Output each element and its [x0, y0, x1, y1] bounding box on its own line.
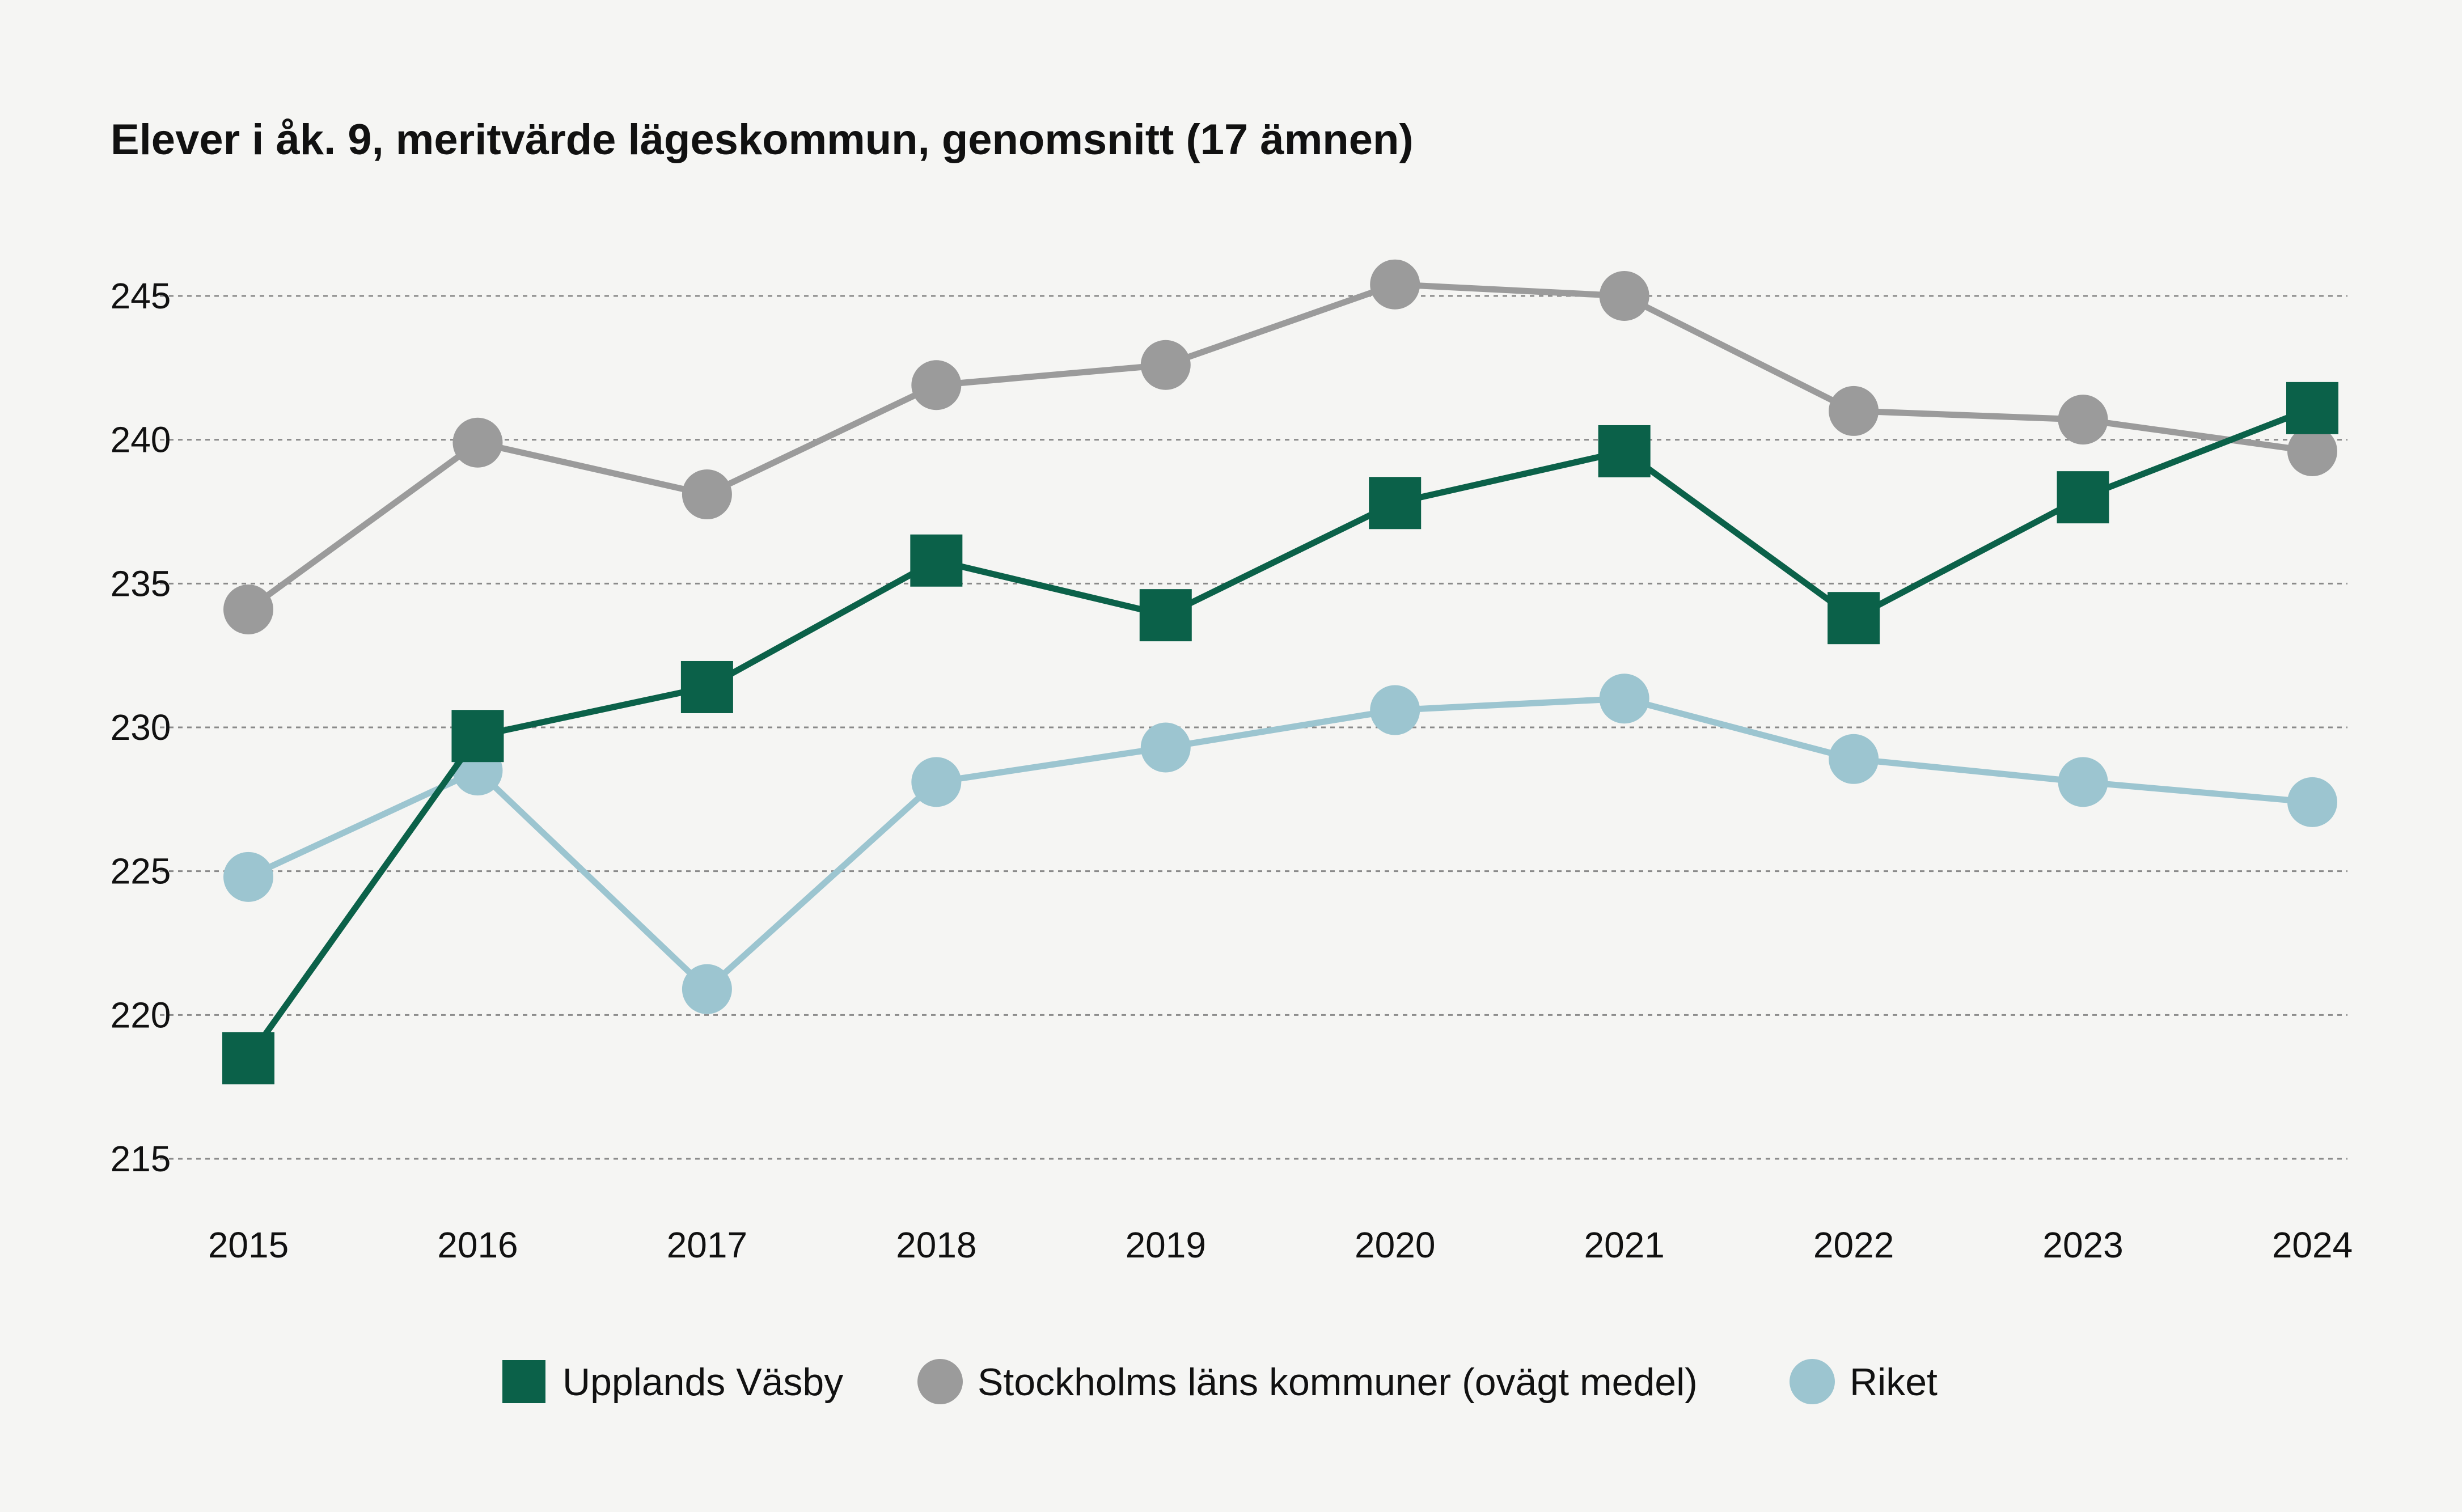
- legend-swatch: [1790, 1359, 1835, 1404]
- legend: Upplands Väsby Stockholms läns kommuner (…: [502, 1359, 1938, 1404]
- series-2: [223, 674, 2337, 1014]
- data-point: [1370, 259, 1420, 310]
- data-point: [2286, 382, 2338, 434]
- x-tick-label: 2018: [896, 1225, 976, 1265]
- y-tick-label: 240: [111, 420, 171, 460]
- legend-item: Riket: [1790, 1359, 1938, 1404]
- legend-label: Stockholms läns kommuner (ovägt medel): [978, 1361, 1698, 1404]
- data-point: [1140, 340, 1191, 390]
- x-tick-label: 2024: [2272, 1225, 2353, 1265]
- data-point: [1599, 271, 1649, 321]
- data-point: [1369, 477, 1422, 530]
- legend-item: Upplands Väsby: [502, 1360, 843, 1404]
- x-tick-label: 2020: [1355, 1225, 1435, 1265]
- chart-title: Elever i åk. 9, meritvärde lägeskommun, …: [111, 116, 1414, 164]
- series-layer: [222, 259, 2338, 1085]
- y-tick-label: 230: [111, 707, 171, 748]
- x-tick-label: 2016: [437, 1225, 518, 1265]
- data-point: [222, 1032, 274, 1085]
- data-point: [682, 469, 732, 520]
- data-point: [910, 534, 963, 587]
- x-tick-label: 2021: [1584, 1225, 1664, 1265]
- series-line: [246, 281, 2313, 612]
- data-point: [680, 660, 733, 713]
- y-tick-label: 245: [111, 276, 171, 316]
- x-tick-label: 2015: [208, 1225, 289, 1265]
- x-tick-label: 2017: [667, 1225, 747, 1265]
- data-point: [1598, 425, 1651, 477]
- legend-label: Upplands Väsby: [562, 1361, 843, 1404]
- y-tick-label: 225: [111, 851, 171, 892]
- data-point: [451, 710, 504, 763]
- data-point: [452, 417, 503, 468]
- y-tick-label: 235: [111, 563, 171, 604]
- x-axis-ticks: 2015 2016 2017 2018 2019 2020 2021 2022 2023 2024: [208, 1225, 2353, 1265]
- data-point: [1140, 722, 1191, 773]
- y-tick-label: 215: [111, 1138, 171, 1179]
- data-point: [223, 852, 273, 902]
- data-point: [911, 360, 962, 410]
- data-point: [1599, 674, 1649, 724]
- y-axis-ticks: 215 220 225 230 235 240 245: [111, 276, 171, 1179]
- series-0: [222, 382, 2338, 1085]
- legend-label: Riket: [1850, 1361, 1938, 1404]
- y-tick-label: 220: [111, 994, 171, 1035]
- data-point: [223, 584, 273, 634]
- data-point: [2287, 777, 2337, 827]
- data-point: [2287, 426, 2337, 476]
- legend-swatch: [502, 1360, 545, 1403]
- series-1: [223, 259, 2337, 634]
- data-point: [2058, 757, 2108, 807]
- x-tick-label: 2019: [1126, 1225, 1206, 1265]
- series-line: [246, 405, 2313, 1060]
- data-point: [1828, 592, 1880, 645]
- legend-swatch: [917, 1359, 963, 1404]
- legend-item: Stockholms läns kommuner (ovägt medel): [917, 1359, 1698, 1404]
- data-point: [2057, 471, 2109, 524]
- data-point: [682, 964, 732, 1014]
- data-point: [1139, 589, 1192, 642]
- x-tick-label: 2022: [1813, 1225, 1894, 1265]
- data-point: [2058, 395, 2108, 445]
- data-point: [1370, 685, 1420, 735]
- x-tick-label: 2023: [2042, 1225, 2123, 1265]
- data-point: [911, 757, 962, 807]
- data-point: [1829, 386, 1879, 436]
- series-line: [247, 695, 2313, 993]
- data-point: [1829, 734, 1879, 784]
